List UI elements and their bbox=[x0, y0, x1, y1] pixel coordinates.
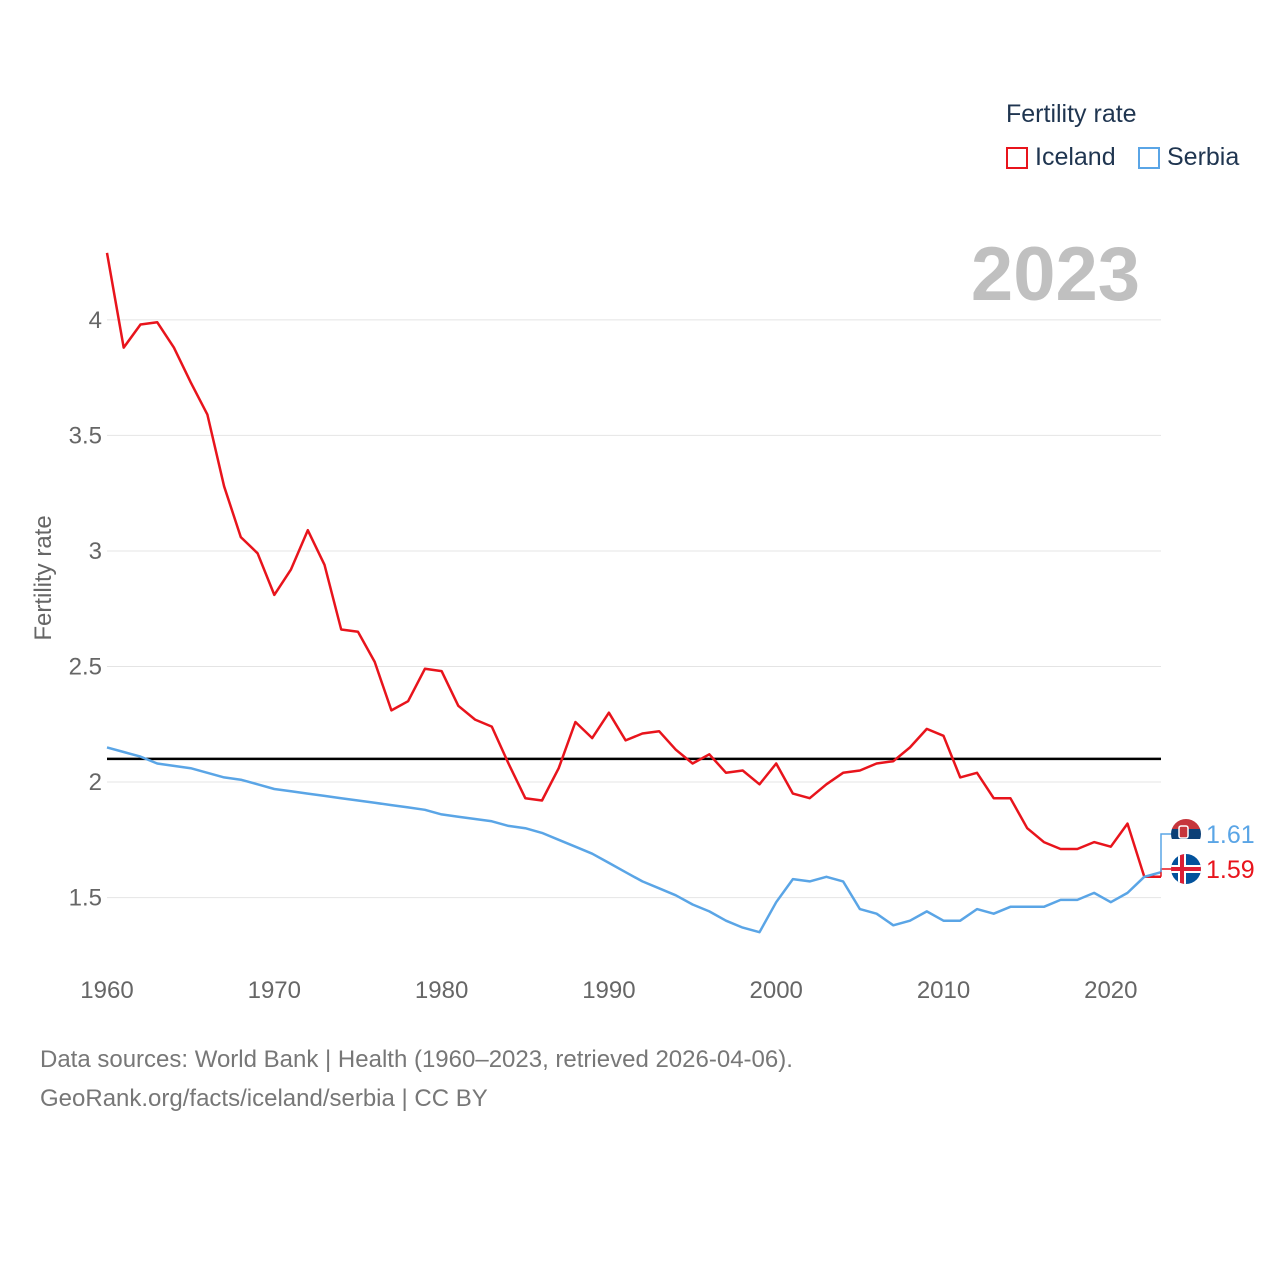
x-tick-label: 1980 bbox=[415, 977, 468, 1004]
serbia-flag-icon bbox=[1171, 819, 1201, 849]
legend-item-serbia[interactable]: Serbia bbox=[1138, 143, 1239, 172]
x-tick-label: 1990 bbox=[582, 977, 635, 1004]
legend-title: Fertility rate bbox=[1006, 100, 1137, 128]
x-tick-label: 2000 bbox=[750, 977, 803, 1004]
end-value-serbia: 1.61 bbox=[1206, 821, 1255, 849]
end-label-iceland: 1.59 bbox=[1160, 854, 1255, 884]
footer-link[interactable]: GeoRank.org/facts/iceland/serbia | CC BY bbox=[40, 1085, 488, 1112]
y-tick-label: 3.5 bbox=[69, 422, 102, 449]
series-lines bbox=[105, 252, 1162, 934]
y-axis-label: Fertility rate bbox=[30, 515, 57, 640]
x-tick-label: 1960 bbox=[80, 977, 133, 1004]
series-end-labels: 1.59 1.61 bbox=[1160, 819, 1255, 884]
year-label: 2023 bbox=[971, 232, 1140, 317]
y-tick-label: 1.5 bbox=[69, 885, 102, 912]
x-axis-ticks: 1960 1970 1980 1990 2000 2010 2020 bbox=[80, 977, 1137, 1004]
legend-label-serbia: Serbia bbox=[1167, 143, 1240, 171]
grid-lines bbox=[107, 319, 1161, 899]
leader-line bbox=[1160, 833, 1171, 873]
series-line-iceland bbox=[105, 252, 1161, 879]
legend-item-iceland[interactable]: Iceland bbox=[1006, 143, 1116, 172]
x-tick-label: 1970 bbox=[248, 977, 301, 1004]
leader-line bbox=[1160, 868, 1171, 877]
y-tick-label: 2.5 bbox=[69, 653, 102, 680]
end-value-iceland: 1.59 bbox=[1206, 856, 1255, 884]
legend-label-iceland: Iceland bbox=[1035, 143, 1116, 171]
y-tick-label: 2 bbox=[89, 769, 102, 796]
y-axis-ticks: 1.5 2 2.5 3 3.5 4 bbox=[69, 307, 102, 912]
y-tick-label: 3 bbox=[89, 538, 102, 565]
y-tick-label: 4 bbox=[89, 307, 102, 334]
x-tick-label: 2020 bbox=[1084, 977, 1137, 1004]
series-line-serbia bbox=[106, 746, 1162, 934]
footer-sources: Data sources: World Bank | Health (1960–… bbox=[40, 1046, 793, 1073]
end-label-serbia: 1.61 bbox=[1160, 819, 1255, 873]
iceland-flag-icon bbox=[1171, 854, 1201, 884]
x-tick-label: 2010 bbox=[917, 977, 970, 1004]
legend-swatch-iceland bbox=[1006, 146, 1028, 169]
legend-swatch-serbia bbox=[1138, 146, 1160, 169]
